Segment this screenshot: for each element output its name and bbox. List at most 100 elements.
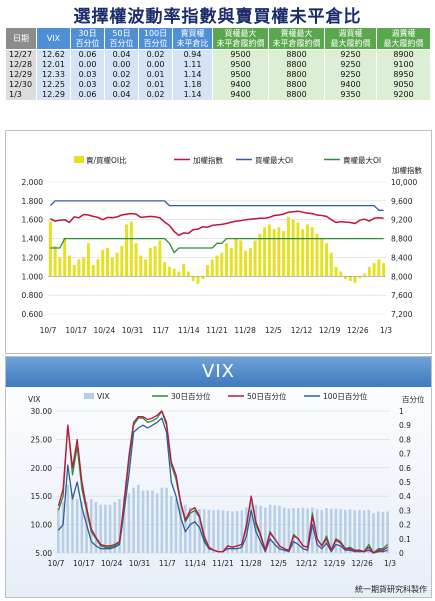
table-cell: 9250 [324,60,377,70]
pcr-bar [248,248,252,277]
vix-bar [202,509,206,553]
vix-bar [61,501,65,553]
header-weekly-put: 週賣權 最大履約價 [376,27,431,50]
legend-label: 買權最大OI [255,155,293,165]
x-tick-label: 11/14 [178,326,200,335]
vix-bar [113,501,117,553]
vix-bar [122,496,126,553]
header-put-max-oi: 賣權最大 未平倉履約價 [268,27,325,50]
x-tick-label: 10/7 [40,326,57,335]
pcr-bar [220,252,224,277]
vix-bar [188,507,192,553]
index-line [50,210,384,237]
table-cell: 0.06 [70,49,105,60]
vix-bar [155,493,159,553]
y-tick-label-right: 0.9 [399,421,411,430]
x-tick-label: 10/24 [101,559,123,568]
vix-bar [348,509,352,553]
vix-bar [344,509,347,553]
pcr-bar [358,276,362,279]
pcr-bar [239,240,243,277]
vix-bar [372,513,375,553]
y-tick-label-left: 1.600 [22,216,44,225]
legend-label: 加權指數 [193,155,223,165]
table-cell: 0.03 [70,70,105,80]
pcr-bar [139,255,143,277]
table-cell: 1.14 [172,70,213,80]
pcr-bar [67,255,71,277]
y-tick-label-right: 0.3 [399,506,411,515]
p50-line [57,410,388,554]
x-tick-label: 11/7 [159,559,176,568]
table-cell: 8900 [376,49,431,60]
y-tick-label-right: 9,600 [391,197,413,206]
legend-label: 30日百分位 [171,391,211,401]
pcr-bar [196,276,200,284]
table-cell: 1.18 [172,80,213,90]
table-header-row: 日期 VIX 30日 百分位 50日 百分位 100日 百分位 賣買權 未平倉比 買權最大 未平倉履約… [5,27,431,50]
vix-bar [160,487,164,553]
y-tick-label-right: 8,000 [391,272,413,281]
pcr-bar [158,240,162,277]
pcr-bar [115,252,119,277]
legend-label: 50日百分位 [247,391,287,401]
pcr-bar [325,243,328,277]
vix-bar [386,511,389,553]
legend-label: 賣/買權OI比 [86,155,127,165]
table-cell: 1/3 [5,90,37,100]
pcr-bar [191,276,195,281]
x-tick-label: 12/12 [296,559,318,568]
y-tick-label-right: 0.2 [399,521,411,530]
vix-bar [127,493,131,553]
vix-bar [80,501,84,553]
vix-bar [311,507,314,553]
pcr-bar [53,246,57,277]
x-tick-label: 12/5 [265,326,282,335]
table-cell: 0.03 [70,80,105,90]
header-100d: 100日 百分位 [138,27,173,50]
pcr-bar [63,237,67,277]
pcr-bar [348,276,352,281]
pcr-bar [353,276,357,283]
table-cell: 0.00 [138,60,173,70]
pcr-bar [167,266,171,277]
table-cell: 8950 [376,70,431,80]
table-row: 12/29 12.33 0.03 0.02 0.01 1.14 9500 8800 9250 89… [5,70,431,80]
y-tick-label-right: 8,800 [391,235,413,244]
vix-bar [57,507,60,553]
pcr-bar [229,248,233,277]
table-cell: 0.01 [138,70,173,80]
y-tick-label-right: 0.4 [399,492,411,501]
pcr-bar [125,224,129,277]
x-tick-label: 11/21 [212,559,234,568]
table-cell: 8800 [268,49,325,60]
pcr-bar [334,266,338,277]
y-tick-label-left: 1.200 [22,253,44,262]
oi-ratio-chart: 賣/買權OI比 加權指數 買權最大OI 賣權最大OI加權指數2.0001.8001.6… [22,155,423,335]
vix-bar [245,507,248,553]
vix-bar [71,493,74,553]
vix-chart: VIX 30日百分位 50日百分位 100日百分位 VIX 百分位 30.00 25.00 20… [28,391,425,568]
pcr-bar [77,259,81,277]
table-cell: 1.11 [172,60,213,70]
header-pcr: 賣買權 未平倉比 [172,27,213,50]
table-cell: 12.62 [36,49,71,60]
vix-bar [320,509,324,553]
y-tick-label-right: 0 [399,549,404,558]
vix-bar [278,505,281,553]
vix-bar [381,511,385,553]
x-tick-label: 10/31 [122,326,144,335]
legend-label: 100日百分位 [323,391,368,401]
vix-bar [306,508,309,553]
header-call-max-oi: 買權最大 未平倉履約價 [212,27,269,50]
y-tick-label-right: 8,400 [391,253,413,262]
table-cell: 0.01 [138,80,173,90]
table-row: 12/27 12.62 0.06 0.04 0.02 0.94 9500 8800 9250 89… [5,49,431,60]
y-tick-label-right: 0.6 [399,464,411,473]
legend-swatch-vix [84,393,94,399]
pcr-bar [286,216,290,277]
table-body: 12/27 12.62 0.06 0.04 0.02 0.94 9500 8800 9250 89… [5,49,431,100]
pcr-bar [267,224,271,277]
x-tick-label: 12/5 [270,559,287,568]
pcr-bar [72,264,76,277]
